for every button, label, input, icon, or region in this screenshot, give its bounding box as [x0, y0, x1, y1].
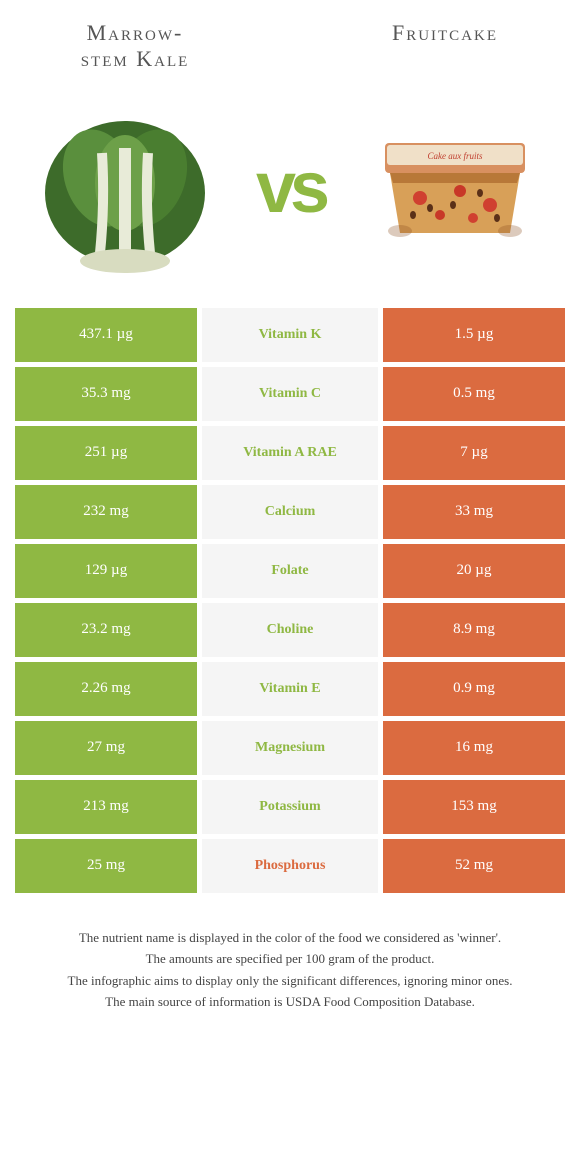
kale-image	[30, 93, 220, 283]
cell-left-value: 213 mg	[15, 780, 197, 834]
cell-right-value: 0.9 mg	[383, 662, 565, 716]
cell-nutrient-label: Potassium	[202, 780, 378, 834]
cell-nutrient-label: Phosphorus	[202, 839, 378, 893]
cell-nutrient-label: Choline	[202, 603, 378, 657]
svg-text:Cake aux fruits: Cake aux fruits	[428, 151, 483, 161]
cell-nutrient-label: Vitamin A RAE	[202, 426, 378, 480]
cell-nutrient-label: Calcium	[202, 485, 378, 539]
cell-nutrient-label: Vitamin E	[202, 662, 378, 716]
title-left: Marrow- stem Kale	[45, 20, 225, 73]
footer-line: The main source of information is USDA F…	[45, 992, 535, 1012]
vs-label: vs	[256, 147, 324, 229]
fruitcake-image: Cake aux fruits	[360, 93, 550, 283]
cell-nutrient-label: Magnesium	[202, 721, 378, 775]
header: Marrow- stem Kale Fruitcake	[15, 20, 565, 83]
cell-left-value: 437.1 µg	[15, 308, 197, 362]
cell-right-value: 16 mg	[383, 721, 565, 775]
footer-line: The amounts are specified per 100 gram o…	[45, 949, 535, 969]
footer-line: The infographic aims to display only the…	[45, 971, 535, 991]
cell-left-value: 251 µg	[15, 426, 197, 480]
title-right: Fruitcake	[355, 20, 535, 46]
table-row: 213 mgPotassium153 mg	[15, 780, 565, 834]
title-left-line2: stem Kale	[81, 46, 190, 71]
cell-right-value: 153 mg	[383, 780, 565, 834]
table-row: 129 µgFolate20 µg	[15, 544, 565, 598]
cell-right-value: 1.5 µg	[383, 308, 565, 362]
comparison-table: 437.1 µgVitamin K1.5 µg35.3 mgVitamin C0…	[15, 308, 565, 893]
footer-notes: The nutrient name is displayed in the co…	[15, 898, 565, 1012]
table-row: 23.2 mgCholine8.9 mg	[15, 603, 565, 657]
cell-right-value: 20 µg	[383, 544, 565, 598]
cell-left-value: 25 mg	[15, 839, 197, 893]
cell-left-value: 232 mg	[15, 485, 197, 539]
title-left-line1: Marrow-	[87, 20, 184, 45]
table-row: 232 mgCalcium33 mg	[15, 485, 565, 539]
footer-line: The nutrient name is displayed in the co…	[45, 928, 535, 948]
cell-right-value: 8.9 mg	[383, 603, 565, 657]
cell-left-value: 129 µg	[15, 544, 197, 598]
table-row: 27 mgMagnesium16 mg	[15, 721, 565, 775]
cell-nutrient-label: Vitamin K	[202, 308, 378, 362]
cell-left-value: 27 mg	[15, 721, 197, 775]
cell-left-value: 35.3 mg	[15, 367, 197, 421]
table-row: 437.1 µgVitamin K1.5 µg	[15, 308, 565, 362]
cell-left-value: 2.26 mg	[15, 662, 197, 716]
table-row: 251 µgVitamin A RAE7 µg	[15, 426, 565, 480]
cell-nutrient-label: Vitamin C	[202, 367, 378, 421]
images-row: vs Cake aux fruits	[15, 83, 565, 308]
table-row: 25 mgPhosphorus52 mg	[15, 839, 565, 893]
cell-left-value: 23.2 mg	[15, 603, 197, 657]
cell-right-value: 33 mg	[383, 485, 565, 539]
cell-right-value: 52 mg	[383, 839, 565, 893]
table-row: 35.3 mgVitamin C0.5 mg	[15, 367, 565, 421]
cell-nutrient-label: Folate	[202, 544, 378, 598]
table-row: 2.26 mgVitamin E0.9 mg	[15, 662, 565, 716]
cell-right-value: 7 µg	[383, 426, 565, 480]
cell-right-value: 0.5 mg	[383, 367, 565, 421]
